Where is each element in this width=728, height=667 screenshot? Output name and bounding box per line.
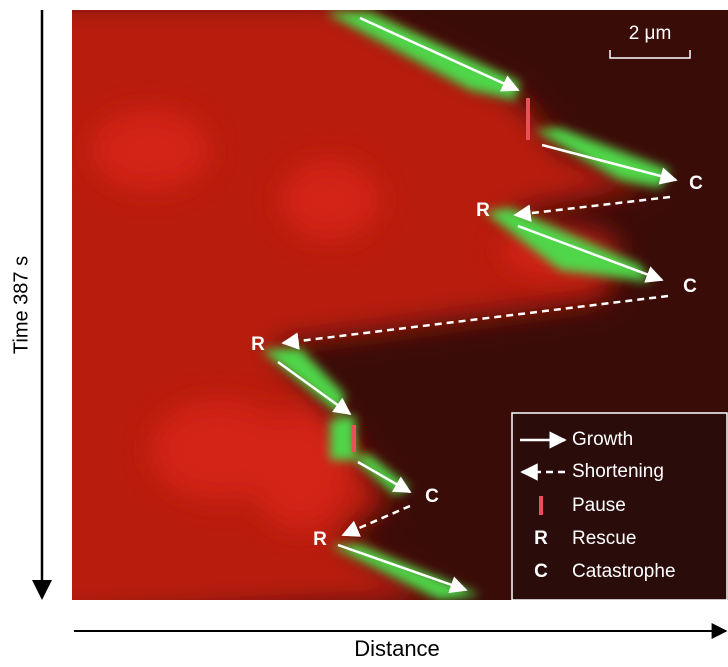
legend-label: Pause (572, 495, 626, 516)
legend-symbol: C (534, 561, 548, 582)
scale-label: 2 μm (629, 23, 672, 44)
legend-label: Shortening (572, 461, 664, 482)
marker: C (425, 486, 439, 507)
legend: Growth Shortening Pause R Rescue C Catas… (512, 413, 727, 600)
legend-label: Catastrophe (572, 561, 676, 582)
marker: C (689, 173, 703, 194)
figure: C R C R C R 2 μm Growth Shortening Pause… (0, 0, 728, 662)
marker: R (476, 200, 490, 221)
legend-label: Rescue (572, 528, 636, 549)
marker: C (683, 276, 697, 297)
legend-symbol: R (534, 528, 548, 549)
marker: R (313, 529, 327, 550)
y-axis-label: Time 387 s (10, 256, 32, 354)
x-axis-label: Distance (354, 636, 440, 661)
legend-label: Growth (572, 429, 633, 450)
marker: R (251, 334, 265, 355)
